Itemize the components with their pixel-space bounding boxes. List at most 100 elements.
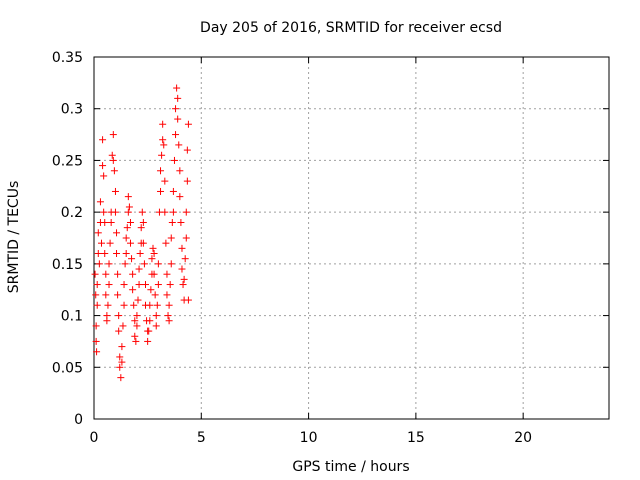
data-point — [146, 317, 154, 325]
data-point — [167, 234, 175, 242]
data-point — [101, 250, 109, 258]
data-point — [140, 260, 148, 268]
data-point — [165, 301, 173, 309]
data-point — [114, 291, 122, 299]
data-point — [144, 337, 152, 345]
data-point — [181, 255, 189, 263]
data-point — [93, 281, 101, 289]
x-tick-label: 15 — [407, 430, 425, 446]
data-point — [122, 234, 130, 242]
data-point — [152, 312, 160, 320]
data-point — [92, 337, 100, 345]
data-point — [153, 301, 161, 309]
data-point — [100, 208, 108, 216]
data-point — [93, 301, 101, 309]
data-point — [106, 239, 114, 247]
data-point — [152, 322, 160, 330]
data-point — [111, 208, 119, 216]
data-point — [164, 312, 172, 320]
data-point — [176, 167, 184, 175]
data-point — [173, 84, 181, 92]
data-point — [147, 286, 155, 294]
data-point — [163, 291, 171, 299]
data-point — [172, 105, 180, 113]
data-point — [133, 312, 141, 320]
series-points — [91, 84, 192, 382]
data-point — [92, 322, 100, 330]
data-point — [105, 260, 113, 268]
data-point — [158, 151, 166, 159]
data-point — [120, 301, 128, 309]
data-point — [183, 146, 191, 154]
data-point — [125, 203, 133, 211]
grid — [94, 57, 609, 419]
data-point — [135, 265, 143, 273]
data-point — [167, 260, 175, 268]
x-tick-label: 5 — [197, 430, 206, 446]
data-point — [166, 281, 174, 289]
data-point — [180, 275, 188, 283]
data-point — [169, 208, 177, 216]
y-tick-label: 0.3 — [61, 102, 83, 118]
x-axis-label: GPS time / hours — [292, 459, 409, 475]
data-point — [174, 94, 182, 102]
data-point — [154, 281, 162, 289]
x-tick-labels: 0 5 10 15 20 — [90, 430, 533, 446]
data-point — [139, 218, 147, 226]
data-point — [157, 167, 165, 175]
data-point — [177, 218, 185, 226]
y-tick-label: 0 — [74, 412, 83, 428]
data-point — [154, 260, 162, 268]
data-point — [139, 239, 147, 247]
data-point — [103, 317, 111, 325]
data-point — [130, 301, 138, 309]
data-point — [121, 260, 129, 268]
data-point — [157, 187, 165, 195]
data-point — [92, 291, 100, 299]
data-point — [123, 224, 131, 232]
data-point — [136, 250, 144, 258]
data-point — [135, 281, 143, 289]
data-point — [168, 218, 176, 226]
data-point — [183, 177, 191, 185]
data-point — [99, 136, 107, 144]
data-point — [151, 291, 159, 299]
y-tick-label: 0.1 — [61, 309, 83, 325]
data-point — [132, 337, 140, 345]
data-point — [101, 218, 109, 226]
data-point — [118, 358, 126, 366]
data-point — [114, 270, 122, 278]
data-point — [160, 141, 168, 149]
x-tick-label: 20 — [514, 430, 532, 446]
data-point — [174, 115, 182, 123]
data-point — [142, 281, 149, 289]
data-point — [102, 270, 110, 278]
data-point — [109, 131, 117, 139]
data-point — [118, 343, 126, 351]
data-point — [111, 187, 119, 195]
data-point — [98, 239, 106, 247]
data-point — [178, 265, 186, 273]
data-point — [105, 281, 113, 289]
data-point — [149, 244, 157, 252]
data-point — [91, 270, 99, 278]
data-point — [172, 131, 180, 139]
data-point — [115, 312, 123, 320]
data-point — [184, 296, 192, 304]
x-tick-label: 10 — [300, 430, 318, 446]
data-point — [138, 208, 146, 216]
y-tick-label: 0.35 — [52, 50, 83, 66]
data-point — [179, 281, 187, 289]
data-point — [137, 224, 145, 232]
data-point — [116, 363, 124, 371]
data-point — [161, 208, 169, 216]
data-point — [170, 156, 178, 164]
y-tick-label: 0.2 — [61, 205, 83, 221]
data-point — [109, 156, 117, 164]
data-point — [124, 193, 132, 201]
data-point — [116, 353, 124, 361]
data-point — [129, 270, 137, 278]
data-point — [94, 250, 102, 258]
data-point — [176, 193, 184, 201]
data-point — [163, 270, 171, 278]
